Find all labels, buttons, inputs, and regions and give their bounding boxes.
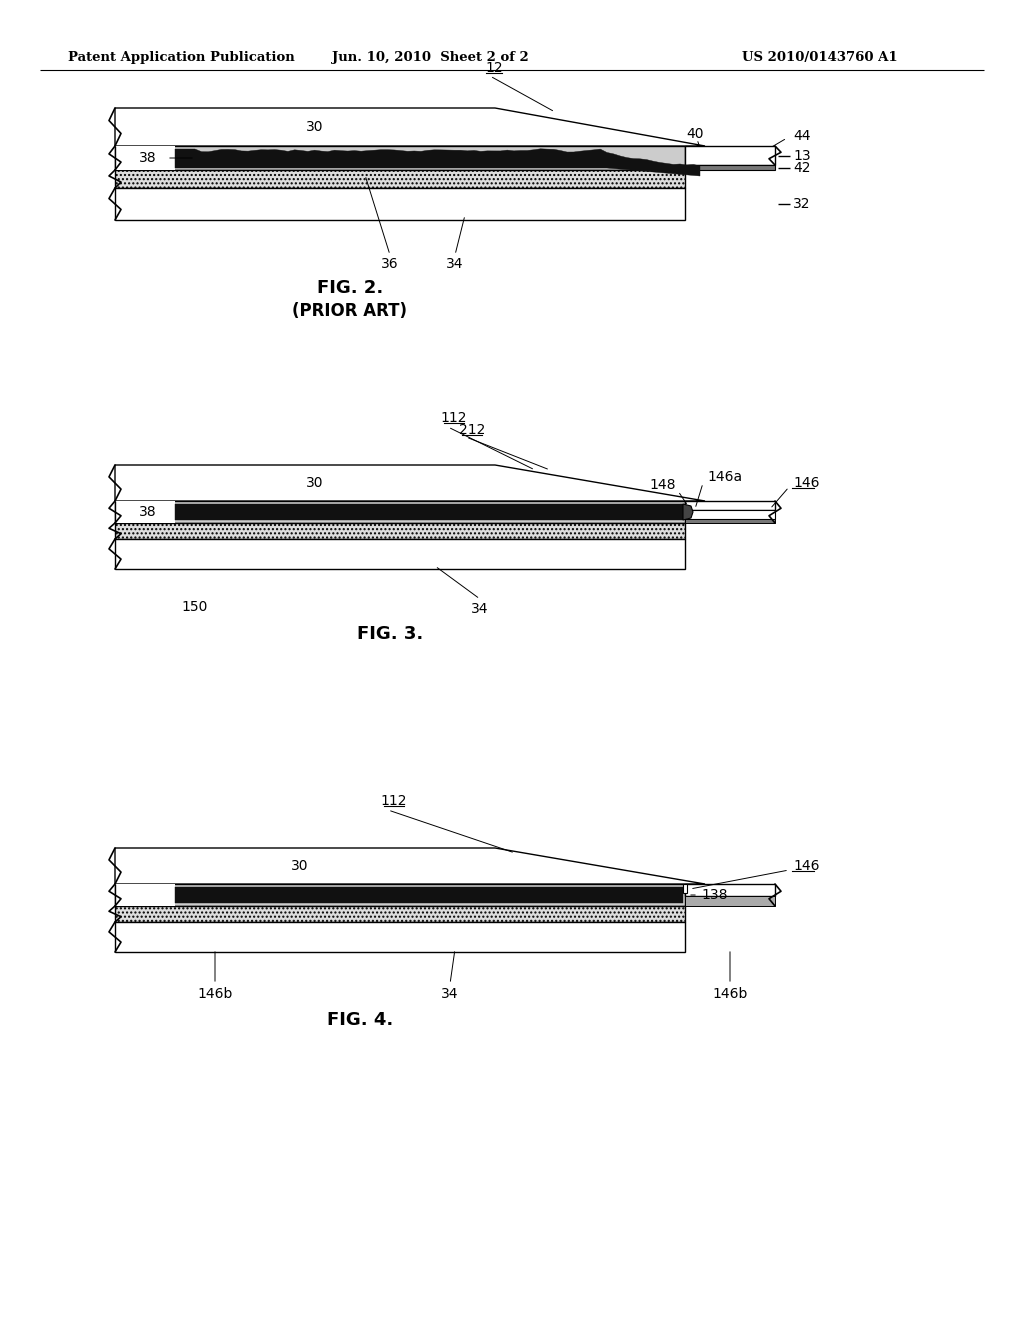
- Polygon shape: [175, 149, 700, 176]
- Text: 13: 13: [793, 149, 811, 162]
- Bar: [685, 147, 775, 165]
- Bar: [115, 502, 685, 523]
- Bar: [685, 511, 775, 520]
- Text: 32: 32: [793, 197, 811, 211]
- Text: Patent Application Publication: Patent Application Publication: [68, 50, 295, 63]
- Bar: [685, 502, 775, 511]
- Bar: [175, 504, 683, 520]
- Text: 36: 36: [381, 257, 398, 271]
- Text: 34: 34: [471, 602, 488, 616]
- Text: Jun. 10, 2010  Sheet 2 of 2: Jun. 10, 2010 Sheet 2 of 2: [332, 50, 528, 63]
- Bar: [115, 187, 685, 220]
- Bar: [115, 523, 685, 539]
- Polygon shape: [115, 465, 705, 502]
- Bar: [115, 147, 685, 170]
- Bar: [115, 884, 685, 906]
- Bar: [115, 884, 175, 906]
- Text: 12: 12: [485, 61, 503, 75]
- Text: (PRIOR ART): (PRIOR ART): [293, 302, 408, 319]
- Text: 38: 38: [139, 506, 157, 519]
- Text: 30: 30: [306, 477, 324, 490]
- Text: 30: 30: [291, 859, 309, 873]
- Text: 42: 42: [793, 161, 811, 174]
- Text: 40: 40: [686, 127, 703, 141]
- Text: 30: 30: [306, 120, 324, 135]
- Text: US 2010/0143760 A1: US 2010/0143760 A1: [742, 50, 898, 63]
- Bar: [175, 887, 683, 903]
- Text: 138: 138: [701, 888, 727, 902]
- Text: 150: 150: [182, 601, 208, 614]
- Polygon shape: [115, 108, 705, 147]
- Text: 146: 146: [793, 477, 819, 490]
- Bar: [115, 539, 685, 569]
- Text: 146b: 146b: [198, 987, 232, 1001]
- Bar: [115, 147, 175, 170]
- Text: 34: 34: [441, 987, 459, 1001]
- Bar: [115, 170, 685, 187]
- Text: 146b: 146b: [713, 987, 748, 1001]
- Bar: [115, 921, 685, 952]
- Text: 112: 112: [440, 411, 467, 425]
- Bar: [115, 906, 685, 921]
- Text: FIG. 2.: FIG. 2.: [316, 279, 383, 297]
- Bar: [685, 884, 775, 896]
- Text: 212: 212: [459, 422, 485, 437]
- Text: 38: 38: [139, 150, 157, 165]
- Text: 148: 148: [650, 478, 676, 492]
- Polygon shape: [115, 847, 705, 884]
- Text: 44: 44: [793, 129, 811, 143]
- Text: FIG. 3.: FIG. 3.: [357, 624, 423, 643]
- Text: 34: 34: [446, 257, 464, 271]
- Bar: [685, 165, 775, 170]
- Bar: [685, 896, 775, 906]
- Bar: [685, 520, 775, 523]
- Text: 112: 112: [381, 795, 408, 808]
- Bar: [683, 884, 687, 892]
- Bar: [115, 502, 175, 523]
- Text: FIG. 4.: FIG. 4.: [327, 1011, 393, 1030]
- Text: 146: 146: [793, 859, 819, 873]
- Polygon shape: [683, 504, 693, 520]
- Text: 146a: 146a: [707, 470, 742, 484]
